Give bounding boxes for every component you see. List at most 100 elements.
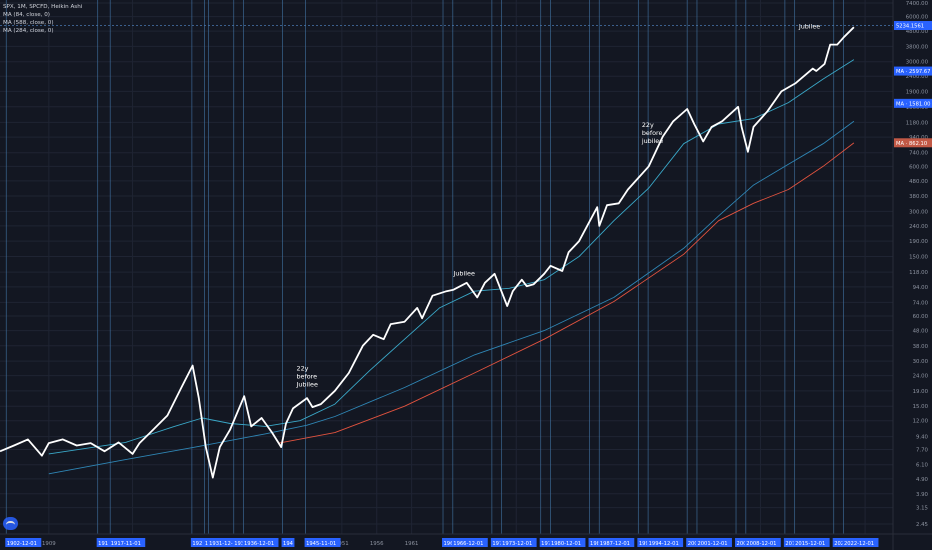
x-marker-badge-text: 1966-12-01 — [453, 541, 483, 547]
y-tick-label: 2.45 — [916, 522, 928, 528]
y-tick-label: 1180.00 — [906, 120, 929, 126]
y-tick-label: 3.15 — [916, 506, 928, 512]
x-marker-badge — [647, 538, 684, 547]
y-tick-label: 3.90 — [916, 492, 929, 498]
x-marker-badge-text: 1987-12-01 — [600, 541, 630, 547]
y-tick-label: 380.00 — [909, 194, 928, 200]
x-marker-badge — [637, 538, 657, 547]
y-tick-label: 4.90 — [916, 477, 929, 483]
axis-value-badge — [894, 21, 932, 31]
chart-annotation: before — [642, 129, 663, 137]
x-marker-badge — [207, 538, 244, 547]
x-marker-badge-text: 2007- — [737, 541, 752, 547]
x-tick-label: 1951 — [335, 541, 349, 547]
x-marker-badge — [735, 538, 755, 547]
x-marker-badge — [832, 538, 853, 547]
x-marker-badge — [539, 538, 560, 547]
x-marker-badge-text: 193 — [234, 541, 244, 547]
chart-annotation: 22y — [642, 121, 654, 129]
y-tick-label: 7.70 — [916, 448, 929, 454]
x-marker-badge-text: 1973-12-01 — [502, 541, 532, 547]
y-tick-label: 600.00 — [909, 164, 928, 170]
y-tick-label: 15.00 — [913, 404, 929, 410]
y-tick-label: 94.00 — [913, 285, 929, 291]
chart-annotation: 22y — [297, 364, 309, 372]
y-tick-label: 150.00 — [909, 254, 928, 260]
x-marker-badge — [109, 538, 146, 547]
x-marker-badge — [588, 538, 609, 547]
x-tick-label: 1961 — [405, 541, 419, 547]
x-marker-badge-text: 1994-12-01 — [649, 541, 679, 547]
tradingview-logo-icon[interactable] — [3, 517, 18, 530]
x-marker-badge — [549, 538, 586, 547]
x-marker-badge-text: 1972- — [492, 541, 507, 547]
y-tick-label: 24.00 — [913, 374, 929, 380]
y-tick-label: 30.00 — [913, 359, 929, 365]
chart-legend: SPX, 1M, SPCFD, Heikin Ashi MA (84, clos… — [3, 3, 82, 35]
x-marker-badge — [281, 538, 295, 547]
x-marker-badge — [304, 538, 341, 547]
axis-value-badge — [894, 138, 932, 148]
x-marker-badge — [500, 538, 537, 547]
x-marker-badge-text: 1993- — [639, 541, 654, 547]
y-tick-label: 2400.00 — [906, 74, 929, 80]
x-marker-badge-text: 191 — [98, 541, 108, 547]
y-tick-label: 3000.00 — [906, 60, 929, 66]
y-tick-label: 300.00 — [909, 209, 928, 215]
y-tick-label: 38.00 — [913, 344, 929, 350]
x-marker-badge — [442, 538, 462, 547]
x-marker-badge-text: 1965- — [444, 541, 459, 547]
x-marker-badge-text: 1902-12-01 — [7, 541, 37, 547]
ma588-line — [48, 120, 855, 475]
x-marker-badge-text: 2015-12-01 — [795, 541, 825, 547]
x-marker-badge — [5, 538, 42, 547]
x-marker-badge-text: 2008-12-01 — [746, 541, 776, 547]
y-tick-label: 6000.00 — [906, 15, 929, 21]
y-tick-label: 240.00 — [909, 224, 928, 230]
y-tick-label: 9.40 — [916, 435, 929, 441]
y-tick-label: 940.00 — [909, 135, 928, 141]
axis-value-badge — [894, 66, 932, 76]
x-marker-badge-text: 2022-12-01 — [844, 541, 874, 547]
axis-value-badge-text: MA · 2597.67 — [896, 69, 930, 75]
x-marker-badge — [686, 538, 706, 547]
y-tick-label: 118.00 — [909, 270, 928, 276]
y-tick-label: 19.00 — [913, 389, 929, 395]
y-tick-label: 6.10 — [916, 463, 929, 469]
y-tick-label: 4800.00 — [906, 29, 929, 35]
x-marker-badge — [842, 538, 879, 547]
chart-annotation: Jubilee — [296, 380, 318, 388]
legend-ma284: MA (284, close, 0) — [3, 28, 54, 34]
x-marker-badge-text: 2014- — [785, 541, 800, 547]
y-tick-label: 60.00 — [913, 314, 929, 320]
y-tick-label: 480.00 — [909, 179, 928, 185]
x-tick-label: 1909 — [42, 541, 56, 547]
chart-annotation: jubilee — [641, 137, 663, 145]
x-marker-badge-text: 194 — [283, 541, 294, 547]
x-marker-badge-text: 192 — [192, 541, 202, 547]
x-marker-badge — [744, 538, 781, 547]
x-marker-badge-text: 1986- — [590, 541, 605, 547]
x-marker-badge-text: 1945-11-01 — [306, 541, 336, 547]
axis-value-badge — [894, 98, 932, 108]
x-marker-badge-text: 1936-12-01 — [244, 541, 274, 547]
x-marker-badge — [793, 538, 830, 547]
x-marker-badge-text: 2001-12-01 — [697, 541, 727, 547]
y-tick-label: 190.00 — [909, 239, 928, 245]
legend-ma588: MA (588, close, 0) — [3, 20, 54, 26]
chart-annotation: before — [297, 372, 318, 380]
spx-price-line — [0, 26, 855, 479]
chart-annotation: Jubilee — [798, 22, 820, 30]
ma284-line — [279, 142, 855, 444]
legend-ma84: MA (84, close, 0) — [3, 12, 50, 18]
x-marker-badge — [695, 538, 732, 547]
y-tick-label: 7400.00 — [906, 1, 929, 7]
x-marker-badge-text: 2000- — [688, 541, 703, 547]
x-marker-badge-text: 1917-11-01 — [111, 541, 141, 547]
x-marker-badge — [190, 538, 204, 547]
y-tick-label: 48.00 — [913, 329, 929, 335]
x-marker-badge-text: 1931-12-01 — [209, 541, 239, 547]
x-marker-badge — [490, 538, 511, 547]
